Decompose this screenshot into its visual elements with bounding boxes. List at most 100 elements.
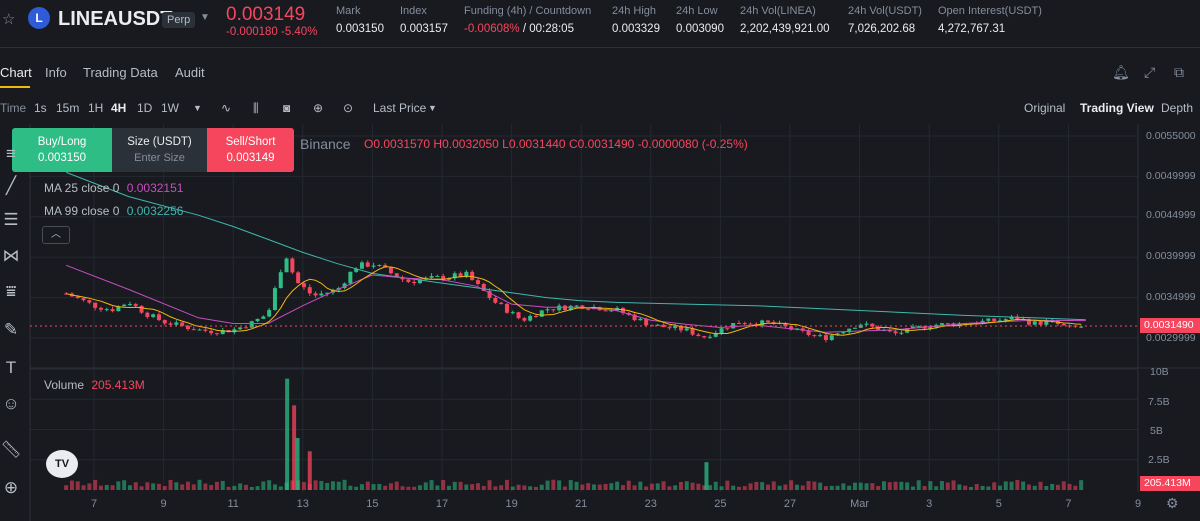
candle-body — [852, 327, 857, 329]
volume-bar — [684, 481, 689, 490]
stat-value: 7,026,202.68 — [848, 23, 916, 35]
volume-bar — [655, 483, 660, 490]
tab-chart[interactable]: Chart — [0, 65, 32, 80]
volume-bar — [742, 486, 747, 490]
quick-order-widget: Buy/Long 0.003150 Size (USDT) Enter Size… — [12, 128, 294, 172]
symbol-dropdown-icon[interactable]: ▼ — [200, 12, 210, 23]
candle-body — [87, 300, 92, 303]
volume-bar — [702, 485, 707, 490]
interval-1h[interactable]: 1H — [88, 101, 104, 115]
candle-body — [678, 325, 683, 331]
ma99-legend[interactable]: MA 99 close 0 0.0032256 — [44, 204, 183, 218]
menu-icon[interactable]: ≡ — [6, 144, 16, 163]
add-icon[interactable]: ⊕ — [313, 101, 324, 115]
volume-bar — [690, 482, 695, 490]
volume-bar — [417, 485, 422, 490]
ma25-legend[interactable]: MA 25 close 0 0.0032151 — [44, 181, 183, 195]
emoji-icon[interactable]: ☺ — [2, 394, 20, 413]
screenshot-icon[interactable]: ◙ — [283, 101, 291, 115]
chart-settings-gear-icon[interactable]: ⚙ — [1166, 495, 1179, 511]
zoom-in-icon[interactable]: ⊕ — [3, 478, 19, 497]
volume-bar — [713, 481, 718, 490]
volume-bar — [481, 485, 486, 490]
price-type-dropdown-icon[interactable]: ▼ — [428, 103, 437, 113]
horizontal-lines-icon[interactable]: ☰ — [3, 210, 19, 229]
volume-bar — [394, 481, 399, 490]
volume-tag: 205.413M — [1140, 476, 1200, 491]
trend-line-icon[interactable]: ╱ — [5, 176, 17, 195]
volume-bar — [93, 479, 98, 490]
interval-1d[interactable]: 1D — [137, 101, 153, 115]
volume-bar — [916, 480, 921, 490]
volume-bar — [591, 484, 596, 490]
stat-value: 0.003157 — [400, 23, 448, 35]
interval-1w[interactable]: 1W — [161, 101, 179, 115]
price-type-select[interactable]: Last Price — [373, 101, 427, 115]
volume-legend[interactable]: Volume 205.413M — [44, 378, 145, 392]
volume-bar — [406, 486, 411, 490]
tab-info[interactable]: Info — [45, 65, 67, 80]
view-trading-view[interactable]: Trading View — [1080, 101, 1154, 115]
funding-rate: -0.00608% — [464, 23, 520, 35]
interval-1s[interactable]: 1s — [34, 101, 47, 115]
ruler-icon[interactable]: 📏︎ — [0, 440, 22, 459]
volume-bar — [127, 485, 132, 490]
volume-bar — [968, 486, 973, 490]
stat-value: 0.003329 — [612, 23, 660, 35]
candle-body — [1003, 319, 1008, 321]
settings-icon[interactable]: ⊙ — [343, 101, 354, 115]
view-original[interactable]: Original — [1024, 101, 1066, 115]
candle-body — [342, 283, 347, 288]
drawing-toolbar: ≡ ╱ ☰ ⋈ ⩸ ✎ T ☺ 📏︎ ⊕ — [0, 140, 22, 520]
chart-area[interactable] — [0, 124, 1200, 521]
candle-body — [354, 268, 359, 272]
candle-body — [1061, 324, 1066, 326]
pattern-icon[interactable]: ⋈ — [2, 246, 20, 265]
chart-type-icon[interactable]: ∿ — [221, 101, 232, 115]
volume-bar — [748, 483, 753, 490]
volume-bar — [116, 481, 121, 490]
volume-bar — [696, 483, 701, 490]
candle-body — [707, 336, 712, 338]
price-chart[interactable] — [0, 124, 1200, 521]
candle-body — [690, 328, 695, 335]
brush-icon[interactable]: ✎ — [3, 320, 19, 339]
view-depth[interactable]: Depth — [1161, 101, 1194, 115]
volume-bar — [185, 481, 190, 490]
tab-audit[interactable]: Audit — [175, 65, 205, 80]
volume-bar — [986, 486, 991, 490]
interval-4h[interactable]: 4H — [111, 101, 127, 115]
candle-body — [301, 283, 306, 288]
volume-axis-label: 10B — [1150, 366, 1169, 378]
volume-bar — [667, 486, 672, 490]
size-input[interactable]: Size (USDT) Enter Size — [112, 128, 207, 172]
tradingview-logo[interactable]: TV — [46, 450, 78, 478]
time-axis-label: 5 — [995, 498, 1002, 510]
volume-bar — [359, 484, 364, 490]
volume-bar — [400, 486, 405, 490]
candle-body — [504, 303, 509, 313]
symbol-name[interactable]: LINEAUSDT — [58, 8, 173, 30]
sell-short-button[interactable]: Sell/Short 0.003149 — [207, 128, 294, 172]
text-tool-icon[interactable]: T — [5, 358, 17, 377]
volume-bar — [707, 485, 712, 490]
collapse-legend-button[interactable]: ︿ — [42, 226, 70, 244]
volume-bar — [609, 483, 614, 490]
volume-bar — [1015, 479, 1020, 490]
time-axis-label: 25 — [714, 498, 727, 510]
expand-icon[interactable]: ⤢ — [1144, 64, 1156, 80]
volume-bar — [794, 484, 799, 490]
candle-body — [383, 264, 388, 268]
candle-body — [243, 327, 248, 329]
coin-logo-icon: L — [28, 7, 50, 29]
popout-icon[interactable]: ⧉ — [1174, 64, 1184, 80]
alert-bell-icon[interactable]: 🔔︎ — [1112, 64, 1130, 80]
indicators-icon[interactable]: ⫼ — [253, 101, 259, 115]
tab-trading-data[interactable]: Trading Data — [83, 65, 158, 80]
interval-15m[interactable]: 15m — [56, 101, 80, 115]
buy-long-button[interactable]: Buy/Long 0.003150 — [12, 128, 112, 172]
fib-retracement-icon[interactable]: ⩸ — [5, 282, 17, 301]
price-axis-label: 0.0029999 — [1146, 332, 1196, 344]
interval-dropdown-icon[interactable]: ▼ — [193, 103, 202, 113]
favorite-star-icon[interactable]: ☆ — [2, 11, 16, 28]
